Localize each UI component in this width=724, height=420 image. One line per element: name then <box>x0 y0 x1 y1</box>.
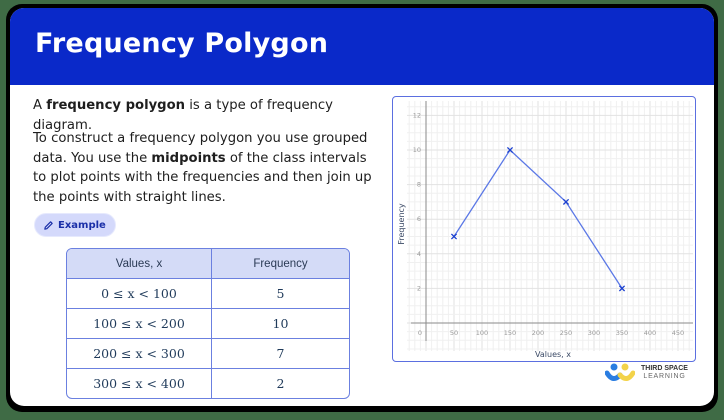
logo-line1: THIRD SPACE <box>641 364 688 372</box>
bold-term: midpoints <box>151 150 226 166</box>
x-tick-label: 200 <box>532 329 544 337</box>
y-tick-label: 8 <box>417 181 421 189</box>
data-point-marker <box>506 146 514 154</box>
interval-cell: 200 ≤ x < 300 <box>67 338 212 368</box>
column-header-frequency: Frequency <box>212 249 349 278</box>
table-header-row: Values, x Frequency <box>67 249 349 278</box>
frequency-cell: 10 <box>212 308 349 338</box>
table-row: 200 ≤ x < 300 7 <box>67 338 349 368</box>
x-tick-label: 300 <box>588 329 600 337</box>
page-title: Frequency Polygon <box>35 28 329 59</box>
text-span: To construct a frequency polygon you use… <box>33 131 368 166</box>
table-row: 0 ≤ x < 100 5 <box>67 278 349 308</box>
x-tick-label: 0 <box>418 329 422 337</box>
lesson-card: Frequency Polygon A frequency polygon is… <box>10 8 714 406</box>
y-tick-label: 6 <box>417 215 421 223</box>
interval-cell: 0 ≤ x < 100 <box>67 278 212 308</box>
third-space-learning-logo: THIRD SPACE LEARNING <box>605 363 688 383</box>
frequency-polygon-chart: 0 50 100 150 200 250 300 350 400 450 2 4 6 8 10 12 Value… <box>392 96 696 362</box>
x-tick-label: 450 <box>672 329 684 337</box>
data-point-marker <box>562 198 570 205</box>
table-row: 300 ≤ x < 400 2 <box>67 368 349 398</box>
logo-text: THIRD SPACE LEARNING <box>641 365 688 382</box>
chart-canvas: 0 50 100 150 200 250 300 350 400 450 2 4 6 8 10 12 Value… <box>397 101 693 359</box>
x-tick-label: 100 <box>476 329 488 337</box>
pencil-icon <box>44 220 53 230</box>
frequency-cell: 5 <box>212 278 349 308</box>
frequency-cell: 2 <box>212 368 349 398</box>
header-bar: Frequency Polygon <box>10 8 714 85</box>
x-tick-label: 50 <box>450 329 458 337</box>
interval-cell: 100 ≤ x < 200 <box>67 308 212 338</box>
y-tick-label: 10 <box>413 146 421 154</box>
interval-cell: 300 ≤ x < 400 <box>67 368 212 398</box>
x-tick-label: 350 <box>616 329 628 337</box>
text-span: of the class intervals to plot points wi… <box>33 150 372 205</box>
x-tick-label: 400 <box>644 329 656 337</box>
construction-text: To construct a frequency polygon you use… <box>33 129 373 207</box>
column-header-values: Values, x <box>67 249 212 278</box>
y-axis-label: Frequency <box>397 203 406 245</box>
x-tick-label: 150 <box>504 329 516 337</box>
frequency-cell: 7 <box>212 338 349 368</box>
example-button[interactable]: Example <box>34 213 116 237</box>
x-tick-label: 250 <box>560 329 572 337</box>
logo-mark-icon <box>605 363 635 381</box>
y-tick-label: 2 <box>417 284 421 292</box>
y-tick-label: 12 <box>413 111 421 119</box>
data-point-marker <box>618 285 626 292</box>
definition-text: A frequency polygon is a type of frequen… <box>33 96 393 135</box>
y-tick-label: 4 <box>417 250 421 258</box>
table-row: 100 ≤ x < 200 10 <box>67 308 349 338</box>
bold-term: frequency polygon <box>46 98 186 113</box>
frequency-polygon-line <box>453 148 623 289</box>
logo-line2: LEARNING <box>643 373 686 380</box>
text-span: A <box>33 98 47 113</box>
x-axis-label: Values, x <box>535 350 571 359</box>
text-span: is a type of frequency diagram. <box>33 98 333 133</box>
frequency-table: Values, x Frequency 0 ≤ x < 100 5 100 ≤ x… <box>66 248 350 399</box>
data-point-marker <box>450 233 458 240</box>
example-label: Example <box>58 219 106 231</box>
